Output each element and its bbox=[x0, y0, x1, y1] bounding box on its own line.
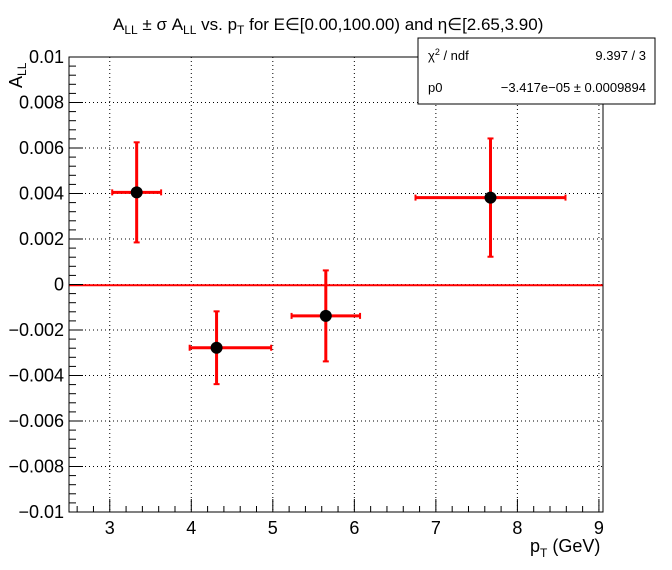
x-axis-title-sub: T bbox=[540, 546, 548, 560]
chart-title: ALL ± σ ALL vs. pT for E∈[0.00,100.00) a… bbox=[113, 15, 543, 37]
title-sub-t: T bbox=[237, 23, 245, 37]
y-axis-title-main: A bbox=[6, 76, 26, 88]
y-tick-label: −0.008 bbox=[8, 457, 64, 477]
data-point-group bbox=[414, 137, 567, 258]
title-rest: for E∈[0.00,100.00) and η∈[2.65,3.90) bbox=[244, 15, 543, 34]
chi2-label-main: χ bbox=[428, 48, 435, 63]
x-tick-label: 3 bbox=[105, 518, 115, 538]
tick-labels: 3 4 5 6 7 8 9 −0.01 −0.008 −0.006 −0.004 −0.002 0 0.0… bbox=[8, 47, 603, 538]
y-tick-label: −0.004 bbox=[8, 366, 64, 386]
y-tick-label: −0.002 bbox=[8, 320, 64, 340]
x-tick-label: 6 bbox=[349, 518, 359, 538]
x-axis-title-main: p bbox=[530, 536, 540, 556]
data-point-marker bbox=[210, 341, 223, 354]
chi2-label-sup: 2 bbox=[435, 47, 440, 57]
p0-label: p0 bbox=[428, 80, 442, 95]
x-axis-title: pT (GeV) bbox=[530, 536, 600, 560]
x-tick-label: 4 bbox=[186, 518, 196, 538]
y-tick-label: 0.004 bbox=[19, 184, 64, 204]
x-tick-label: 7 bbox=[431, 518, 441, 538]
y-axis-title-sub: LL bbox=[15, 62, 29, 76]
data-point-marker bbox=[484, 191, 497, 204]
data-point-group bbox=[111, 141, 163, 244]
title-sub-ll: LL bbox=[124, 23, 138, 37]
data-point-group bbox=[188, 310, 273, 386]
data-points bbox=[111, 137, 567, 386]
title-a: A bbox=[113, 15, 125, 34]
data-point-group bbox=[290, 269, 362, 363]
x-tick-label: 8 bbox=[512, 518, 522, 538]
x-axis-title-unit: (GeV) bbox=[547, 536, 600, 556]
axis-ticks bbox=[69, 56, 600, 513]
x-tick-label: 9 bbox=[594, 518, 604, 538]
y-tick-label: 0.008 bbox=[19, 93, 64, 113]
data-point-marker bbox=[130, 186, 143, 199]
title-vs-p: vs. p bbox=[196, 15, 237, 34]
p0-value: −3.417e−05 ± 0.0009894 bbox=[501, 80, 646, 95]
chi2-label-rest: / ndf bbox=[440, 48, 469, 63]
chi2-label: χ2 / ndf bbox=[428, 47, 469, 63]
y-tick-label: 0.002 bbox=[19, 229, 64, 249]
stats-box-frame bbox=[417, 37, 656, 105]
title-sub-ll-2: LL bbox=[183, 23, 197, 37]
y-axis-title: ALL bbox=[6, 62, 29, 88]
chi2-value: 9.397 / 3 bbox=[595, 48, 646, 63]
x-tick-label: 5 bbox=[268, 518, 278, 538]
fit-stats-box: χ2 / ndf 9.397 / 3 p0 −3.417e−05 ± 0.000… bbox=[417, 37, 656, 105]
title-pm-sigma: ± σ A bbox=[138, 15, 184, 34]
y-tick-label: 0 bbox=[54, 275, 64, 295]
y-tick-label: −0.01 bbox=[18, 502, 64, 522]
y-tick-label: 0.01 bbox=[29, 47, 64, 67]
data-point-marker bbox=[319, 309, 332, 322]
y-tick-label: −0.006 bbox=[8, 411, 64, 431]
y-tick-label: 0.006 bbox=[19, 138, 64, 158]
